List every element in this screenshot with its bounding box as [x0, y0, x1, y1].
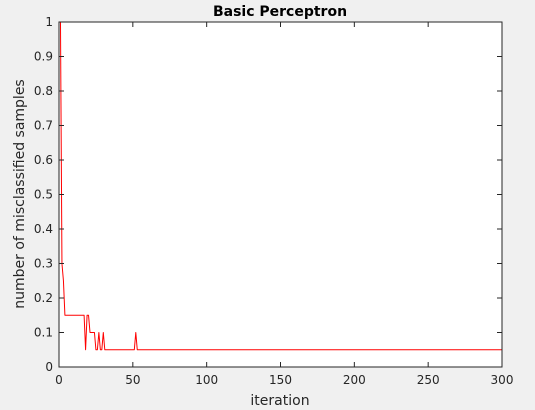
y-tick-label: 0.6 [34, 153, 53, 167]
y-tick-label: 0.3 [34, 257, 53, 271]
x-axis-label: iteration [250, 393, 309, 409]
x-tick-label: 100 [195, 373, 218, 387]
x-tick-label: 300 [491, 373, 514, 387]
y-tick-label: 0.7 [34, 119, 53, 133]
y-tick-label: 0.5 [34, 188, 53, 202]
chart-title: Basic Perceptron [213, 4, 347, 20]
y-tick-label: 0.4 [34, 222, 53, 236]
y-tick-label: 0.9 [34, 50, 53, 64]
x-tick-label: 50 [125, 373, 140, 387]
y-axis-label: number of misclassified samples [12, 79, 28, 308]
y-tick-label: 1 [45, 15, 53, 29]
x-tick-label: 250 [417, 373, 440, 387]
plot-frame [58, 21, 503, 368]
series-layer [59, 21, 502, 351]
x-tick-label: 200 [343, 373, 366, 387]
y-tick-label: 0.2 [34, 291, 53, 305]
series-line [59, 21, 502, 351]
x-tick-label: 150 [269, 373, 292, 387]
plot-area [59, 22, 502, 367]
ticks-layer: 0 50 100 150 200 250 300 0 0.1 0.2 0.3 0.4 0.5 0.6 0.7… [34, 15, 514, 387]
y-tick-label: 0.8 [34, 84, 53, 98]
y-tick-label: 0 [45, 360, 53, 374]
y-tick-label: 0.1 [34, 326, 53, 340]
x-tick-label: 0 [55, 373, 63, 387]
